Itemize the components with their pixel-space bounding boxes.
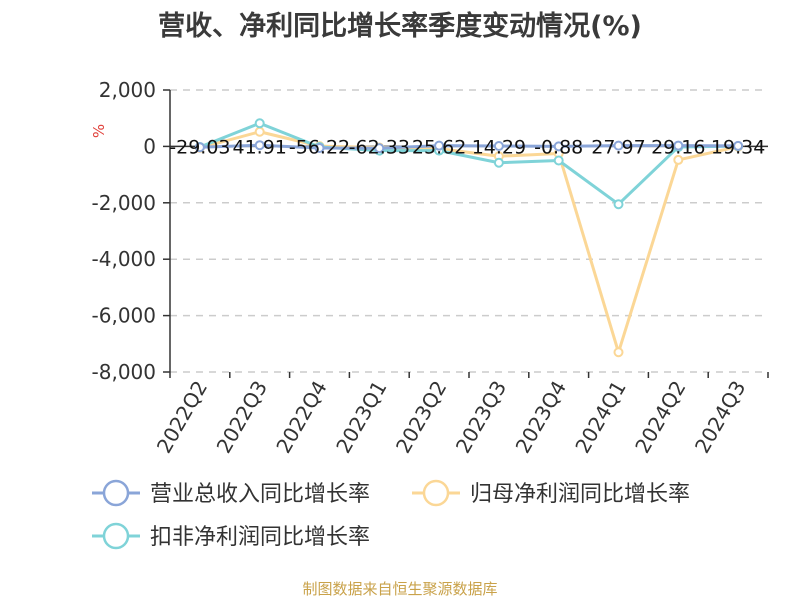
data-labels: -29.03 41.91 -56.22-62.33 25.62 14.29 -0.88 27… bbox=[169, 136, 765, 158]
data-label: -29.03 bbox=[169, 136, 230, 158]
y-tick-label: 2,000 bbox=[99, 78, 156, 102]
data-label: 19.34 bbox=[711, 136, 765, 158]
x-tick-label: 2024Q3 bbox=[690, 377, 750, 458]
data-point bbox=[673, 154, 684, 165]
data-point bbox=[314, 142, 325, 153]
y-tick-label: 0 bbox=[143, 134, 156, 158]
x-tick-label: 2024Q1 bbox=[570, 377, 630, 458]
data-point bbox=[254, 140, 265, 151]
data-label: 25.62 bbox=[412, 136, 466, 158]
data-point bbox=[374, 143, 385, 154]
data-label: -0.88 bbox=[534, 136, 583, 158]
legend-swatch-marker bbox=[102, 522, 130, 550]
x-tick-label: 2022Q4 bbox=[271, 377, 331, 458]
data-label: 14.29 bbox=[472, 136, 526, 158]
data-point bbox=[254, 126, 265, 137]
y-tick-label: -8,000 bbox=[92, 360, 156, 384]
data-label: 41.91 bbox=[232, 136, 286, 158]
data-point bbox=[673, 140, 684, 151]
data-point bbox=[194, 142, 205, 153]
data-point bbox=[553, 155, 564, 166]
x-tick-label: 2023Q4 bbox=[511, 377, 571, 458]
data-point bbox=[613, 140, 624, 151]
data-label: 29.16 bbox=[651, 136, 705, 158]
data-point bbox=[733, 140, 744, 151]
x-tick-label: 2023Q2 bbox=[391, 376, 451, 457]
legend-swatch-marker bbox=[102, 479, 130, 507]
legend-label: 归母净利润同比增长率 bbox=[470, 482, 690, 507]
legend-label: 扣非净利润同比增长率 bbox=[150, 525, 370, 550]
data-point bbox=[493, 157, 504, 168]
x-tick-label: 2022Q3 bbox=[212, 377, 272, 458]
series-line bbox=[199, 130, 739, 354]
x-tick-label: 2022Q2 bbox=[152, 377, 212, 458]
data-point bbox=[434, 140, 445, 151]
chart-title: 营收、净利同比增长率季度变动情况(%) bbox=[158, 11, 642, 42]
x-tick-label: 2024Q2 bbox=[630, 377, 690, 458]
y-axis-label: % bbox=[90, 124, 108, 138]
y-tick-label: -4,000 bbox=[92, 247, 156, 271]
data-label: -62.33 bbox=[349, 136, 410, 158]
y-tick-label: -6,000 bbox=[92, 304, 156, 328]
data-point bbox=[493, 140, 504, 151]
x-tick-label: 2023Q1 bbox=[331, 377, 391, 458]
legend-swatch-marker bbox=[422, 479, 450, 507]
data-point bbox=[254, 118, 265, 129]
data-point bbox=[613, 199, 624, 210]
legend-label: 营业总收入同比增长率 bbox=[150, 482, 370, 507]
data-point bbox=[553, 141, 564, 152]
data-label: 27.97 bbox=[591, 136, 645, 158]
series-lines bbox=[194, 118, 744, 358]
series-line bbox=[199, 121, 739, 206]
data-label: -56.22 bbox=[289, 136, 350, 158]
data-point bbox=[613, 347, 624, 358]
source-note: 制图数据来自恒生聚源数据库 bbox=[302, 580, 498, 598]
x-tick-label: 2023Q3 bbox=[451, 377, 511, 458]
series-line bbox=[199, 143, 739, 150]
y-tick-label: -2,000 bbox=[92, 191, 156, 215]
